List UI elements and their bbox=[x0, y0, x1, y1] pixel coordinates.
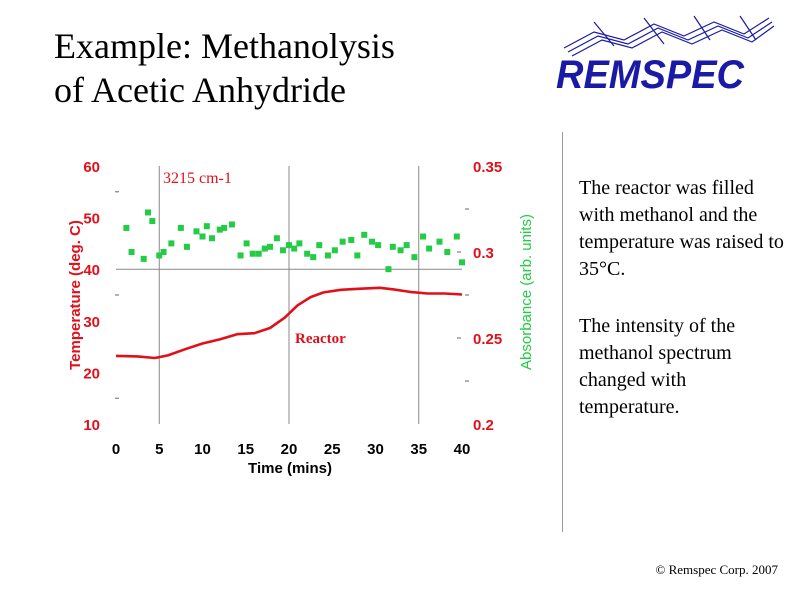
x-tick-label: 20 bbox=[281, 441, 298, 458]
absorbance-point bbox=[193, 228, 200, 235]
y-right-tick-label: 0.35 bbox=[473, 159, 502, 176]
absorbance-point bbox=[339, 238, 346, 245]
absorbance-point bbox=[199, 233, 206, 240]
y-left-tick-label: 20 bbox=[83, 365, 100, 382]
absorbance-point bbox=[459, 259, 465, 266]
y-left-tick-label: 30 bbox=[83, 314, 100, 331]
absorbance-point bbox=[203, 223, 210, 230]
y-left-tick-label: 10 bbox=[83, 417, 100, 434]
x-tick-label: 35 bbox=[410, 441, 427, 458]
absorbance-point bbox=[168, 240, 175, 247]
absorbance-point bbox=[261, 245, 268, 252]
absorbance-point bbox=[348, 236, 355, 243]
absorbance-point bbox=[436, 238, 443, 245]
y-left-tick-label: 50 bbox=[83, 211, 100, 228]
note-reactor-filled: The reactor was filled with methanol and… bbox=[579, 177, 784, 280]
absorbance-point bbox=[331, 247, 338, 254]
annotation-3215: 3215 cm-1 bbox=[163, 170, 232, 187]
y-right-tick-label: 0.2 bbox=[473, 417, 494, 434]
absorbance-point bbox=[291, 245, 298, 252]
y-right-tick-label: 0.3 bbox=[473, 245, 494, 262]
absorbance-point bbox=[279, 247, 286, 254]
absorbance-point bbox=[237, 252, 244, 259]
absorbance-point bbox=[361, 231, 368, 238]
x-tick-label: 0 bbox=[112, 441, 120, 458]
absorbance-point bbox=[140, 255, 147, 262]
absorbance-point bbox=[266, 243, 273, 250]
y-right-axis-title: Absorbance (arb. units) bbox=[518, 214, 535, 370]
slide-title: Example: Methanolysis of Acetic Anhydrid… bbox=[54, 24, 494, 112]
absorbance-point bbox=[286, 242, 292, 249]
slide-title-line2: of Acetic Anhydride bbox=[54, 70, 346, 110]
y-left-axis-title: Temperature (deg. C) bbox=[67, 220, 84, 370]
slide-title-line1: Example: Methanolysis bbox=[54, 26, 395, 66]
absorbance-point bbox=[228, 221, 235, 228]
absorbance-point bbox=[411, 254, 418, 261]
absorbance-point bbox=[123, 224, 130, 231]
x-tick-label: 15 bbox=[237, 441, 254, 458]
absorbance-point bbox=[183, 243, 190, 250]
absorbance-point bbox=[369, 238, 376, 245]
absorbance-point bbox=[128, 249, 135, 255]
absorbance-point bbox=[453, 233, 460, 240]
note-intensity-changed: The intensity of the methanol spectrum c… bbox=[579, 315, 736, 418]
y-right-tick-label: 0.25 bbox=[473, 331, 502, 348]
x-axis-title: Time (mins) bbox=[248, 460, 332, 477]
vertical-divider bbox=[562, 132, 563, 532]
y-left-tick-label: 60 bbox=[83, 159, 100, 176]
absorbance-point bbox=[149, 218, 156, 225]
absorbance-point bbox=[420, 233, 427, 240]
absorbance-point bbox=[145, 209, 152, 216]
absorbance-point bbox=[444, 249, 451, 255]
absorbance-point bbox=[156, 252, 163, 259]
x-tick-label: 5 bbox=[155, 441, 163, 458]
x-tick-label: 10 bbox=[194, 441, 211, 458]
absorbance-point bbox=[209, 235, 216, 242]
absorbance-point bbox=[316, 242, 323, 249]
annotation-reactor: Reactor bbox=[295, 331, 346, 347]
absorbance-point bbox=[273, 235, 280, 242]
absorbance-point bbox=[160, 249, 167, 255]
absorbance-point bbox=[177, 224, 184, 231]
x-tick-label: 25 bbox=[324, 441, 341, 458]
absorbance-point bbox=[249, 250, 256, 257]
absorbance-point bbox=[304, 250, 311, 257]
absorbance-point bbox=[426, 245, 433, 252]
absorbance-point bbox=[324, 252, 331, 259]
x-tick-label: 40 bbox=[454, 441, 471, 458]
x-tick-label: 30 bbox=[367, 441, 384, 458]
reactor-temperature-line bbox=[115, 286, 463, 360]
absorbance-point bbox=[296, 240, 303, 247]
absorbance-point bbox=[403, 242, 410, 249]
absorbance-point bbox=[389, 243, 396, 250]
absorbance-point bbox=[385, 266, 392, 273]
copyright-footer: © Remspec Corp. 2007 bbox=[655, 562, 778, 577]
logo-wave-graphic bbox=[563, 15, 775, 57]
absorbance-point bbox=[354, 252, 361, 259]
y-left-tick-label: 40 bbox=[83, 262, 100, 279]
absorbance-point bbox=[255, 250, 262, 257]
absorbance-point bbox=[221, 224, 228, 231]
logo-wordmark: REMSPEC bbox=[556, 53, 745, 97]
absorbance-point bbox=[397, 247, 404, 254]
absorbance-point bbox=[375, 242, 382, 249]
remspec-logo: REMSPEC bbox=[556, 15, 775, 97]
absorbance-point bbox=[310, 254, 317, 261]
absorbance-point bbox=[216, 226, 223, 233]
absorbance-point bbox=[243, 240, 250, 247]
